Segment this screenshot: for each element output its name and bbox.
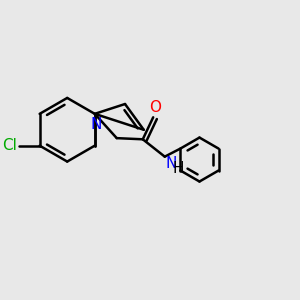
Text: N: N bbox=[166, 156, 177, 171]
Text: Cl: Cl bbox=[2, 138, 16, 153]
Text: N: N bbox=[91, 117, 102, 132]
Text: H: H bbox=[172, 161, 184, 176]
Text: O: O bbox=[149, 100, 161, 115]
